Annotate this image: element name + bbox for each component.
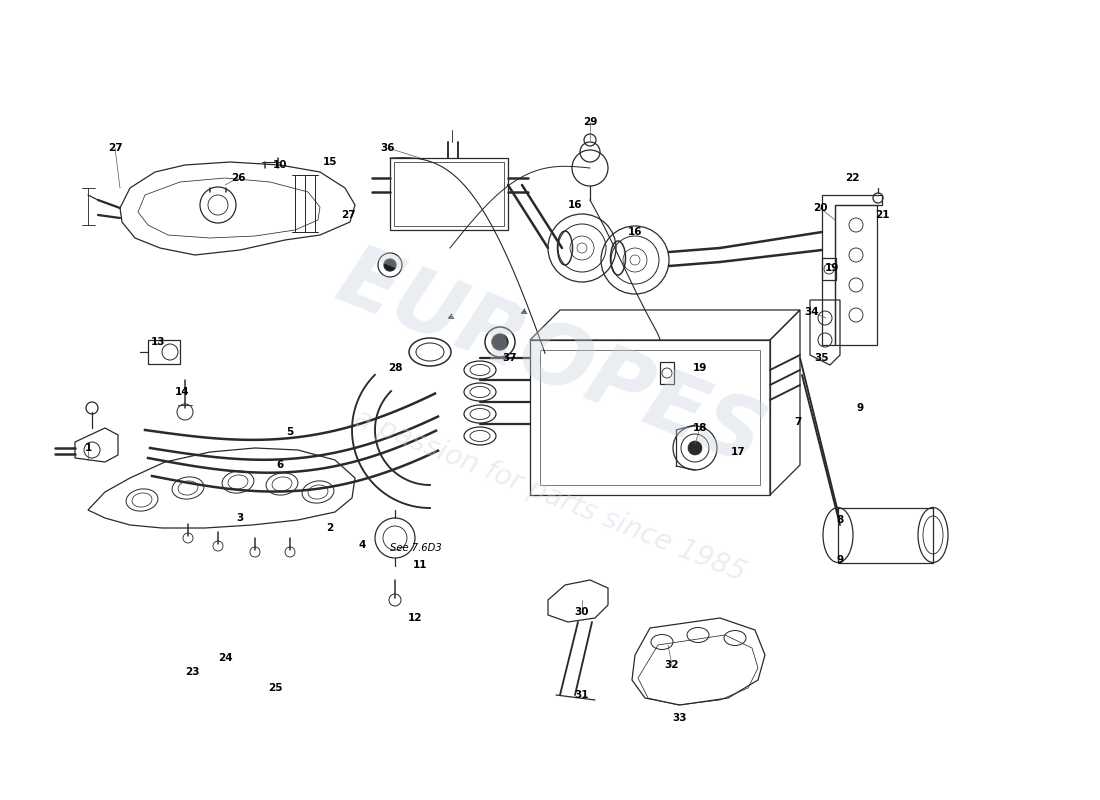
Text: 9: 9 bbox=[857, 403, 864, 413]
Bar bbox=[394, 162, 504, 226]
Bar bbox=[390, 158, 508, 230]
Text: 33: 33 bbox=[673, 713, 688, 723]
Circle shape bbox=[688, 441, 702, 455]
Text: 25: 25 bbox=[267, 683, 283, 693]
Text: 34: 34 bbox=[805, 307, 820, 317]
Text: 28: 28 bbox=[387, 363, 403, 373]
Text: 2: 2 bbox=[327, 523, 333, 533]
Text: EUROPES: EUROPES bbox=[324, 237, 776, 483]
Bar bbox=[148, 340, 180, 364]
Text: 37: 37 bbox=[503, 353, 517, 363]
Text: 18: 18 bbox=[693, 423, 707, 433]
Text: a passion for parts since 1985: a passion for parts since 1985 bbox=[350, 405, 750, 587]
Bar bbox=[838, 508, 933, 563]
Text: 12: 12 bbox=[408, 613, 422, 623]
Text: 26: 26 bbox=[231, 173, 245, 183]
Text: 29: 29 bbox=[583, 117, 597, 127]
Bar bbox=[835, 205, 877, 345]
Text: 6: 6 bbox=[276, 460, 284, 470]
Text: 17: 17 bbox=[730, 447, 746, 457]
Text: 15: 15 bbox=[322, 157, 338, 167]
Text: 27: 27 bbox=[108, 143, 122, 153]
Circle shape bbox=[384, 259, 396, 271]
Bar bbox=[822, 258, 836, 280]
Bar bbox=[660, 362, 674, 384]
Text: 8: 8 bbox=[836, 515, 844, 525]
Text: 10: 10 bbox=[273, 160, 287, 170]
Text: 5: 5 bbox=[286, 427, 294, 437]
Circle shape bbox=[492, 334, 508, 350]
Text: 7: 7 bbox=[794, 417, 802, 427]
Text: 19: 19 bbox=[693, 363, 707, 373]
Bar bbox=[530, 340, 770, 495]
Text: 27: 27 bbox=[341, 210, 355, 220]
Text: 1: 1 bbox=[85, 443, 91, 453]
Text: 20: 20 bbox=[813, 203, 827, 213]
Text: 30: 30 bbox=[574, 607, 590, 617]
Text: 22: 22 bbox=[845, 173, 859, 183]
Bar bbox=[540, 350, 760, 485]
Text: 16: 16 bbox=[568, 200, 582, 210]
Text: See 7.6D3: See 7.6D3 bbox=[390, 543, 442, 553]
Text: 4: 4 bbox=[359, 540, 365, 550]
Text: 14: 14 bbox=[175, 387, 189, 397]
Text: 24: 24 bbox=[218, 653, 232, 663]
Text: 19: 19 bbox=[825, 263, 839, 273]
Text: 32: 32 bbox=[664, 660, 680, 670]
Text: 36: 36 bbox=[381, 143, 395, 153]
Text: 35: 35 bbox=[815, 353, 829, 363]
Text: 11: 11 bbox=[412, 560, 427, 570]
Text: 31: 31 bbox=[574, 690, 590, 700]
Text: 21: 21 bbox=[874, 210, 889, 220]
Text: 13: 13 bbox=[151, 337, 165, 347]
Text: 16: 16 bbox=[628, 227, 642, 237]
Text: 3: 3 bbox=[236, 513, 243, 523]
Text: 9: 9 bbox=[836, 555, 844, 565]
Text: 23: 23 bbox=[185, 667, 199, 677]
